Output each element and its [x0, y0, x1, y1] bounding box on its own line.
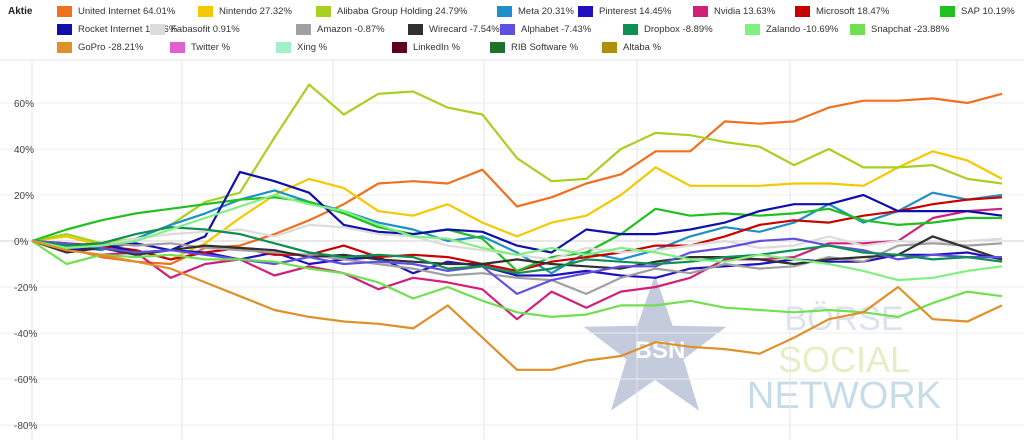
legend-label: Altaba %	[623, 41, 662, 53]
series-line-gopro[interactable]	[31, 239, 1003, 371]
series-lines	[31, 83, 1003, 371]
legend-label: Dropbox -8.89%	[644, 23, 713, 35]
legend-swatch	[276, 41, 291, 53]
legend-label: Nintendo 27.32%	[219, 5, 292, 17]
legend-item-rocket-internet[interactable]: Rocket Internet 10.56%	[57, 22, 177, 36]
watermark-badge: BSN	[635, 337, 686, 364]
legend-item-united-internet[interactable]: United Internet 64.01%	[57, 4, 175, 18]
legend-swatch	[296, 23, 311, 35]
y-tick-label: -40%	[14, 329, 37, 340]
legend-swatch	[850, 23, 865, 35]
legend-item-nintendo[interactable]: Nintendo 27.32%	[198, 4, 292, 18]
legend-label: Nvidia 13.63%	[714, 5, 776, 17]
legend-swatch	[150, 23, 165, 35]
legend-swatch	[578, 5, 593, 17]
legend-item-microsoft[interactable]: Microsoft 18.47%	[795, 4, 889, 18]
chart-legend: Aktie United Internet 64.01% Nintendo 27.…	[0, 0, 1024, 60]
legend-swatch	[170, 41, 185, 53]
legend-label: Wirecard -7.54%	[429, 23, 500, 35]
legend-item-gopro[interactable]: GoPro -28.21%	[57, 40, 143, 54]
legend-swatch	[602, 41, 617, 53]
legend-item-altaba[interactable]: Altaba %	[602, 40, 661, 54]
legend-label: LinkedIn %	[413, 41, 461, 53]
y-axis: 60% 40% 20% 0% -20% -40% -60% -80%	[14, 99, 37, 432]
y-tick-label: 40%	[14, 145, 34, 156]
legend-swatch	[490, 41, 505, 53]
legend-label: SAP 10.19%	[961, 5, 1015, 17]
legend-label: Pinterest 14.45%	[599, 5, 672, 17]
series-line-alibaba-group-holding[interactable]	[31, 83, 1003, 245]
legend-item-zalando[interactable]: Zalando -10.69%	[745, 22, 838, 36]
legend-item-fabasofit[interactable]: Fabasofit 0.91%	[150, 22, 240, 36]
series-line-united-internet[interactable]	[31, 92, 1003, 266]
series-line-wirecard[interactable]	[31, 235, 1003, 270]
legend-item-twitter[interactable]: Twitter %	[170, 40, 230, 54]
legend-label: Alibaba Group Holding 24.79%	[337, 5, 468, 17]
legend-item-xing[interactable]: Xing %	[276, 40, 327, 54]
legend-swatch	[316, 5, 331, 17]
legend-swatch	[745, 23, 760, 35]
legend-swatch	[940, 5, 955, 17]
series-line-rocket-internet[interactable]	[31, 170, 1003, 254]
legend-label: RIB Software %	[511, 41, 579, 53]
legend-item-linkedin[interactable]: LinkedIn %	[392, 40, 460, 54]
legend-label: Zalando -10.69%	[766, 23, 839, 35]
legend-label: Fabasofit 0.91%	[171, 23, 240, 35]
series-line-meta[interactable]	[31, 189, 1003, 275]
legend-label: United Internet 64.01%	[78, 5, 176, 17]
legend-item-alibaba-group-holding[interactable]: Alibaba Group Holding 24.79%	[316, 4, 467, 18]
legend-label: Rocket Internet 10.56%	[78, 23, 178, 35]
series-line-nvidia[interactable]	[31, 207, 1003, 321]
legend-label: Microsoft 18.47%	[816, 5, 890, 17]
y-tick-label: 20%	[14, 191, 34, 202]
legend-swatch	[693, 5, 708, 17]
legend-item-pinterest[interactable]: Pinterest 14.45%	[578, 4, 671, 18]
legend-item-amazon[interactable]: Amazon -0.87%	[296, 22, 385, 36]
legend-label: Twitter %	[191, 41, 231, 53]
legend-item-dropbox[interactable]: Dropbox -8.89%	[623, 22, 713, 36]
legend-label: Alphabet -7.43%	[521, 23, 592, 35]
watermark-text-3: NETWORK	[747, 375, 941, 417]
legend-item-rib-software[interactable]: RIB Software %	[490, 40, 578, 54]
legend-swatch	[57, 23, 72, 35]
legend-label: Xing %	[297, 41, 328, 53]
legend-item-meta[interactable]: Meta 20.31%	[497, 4, 574, 18]
legend-swatch	[408, 23, 423, 35]
y-tick-label: -80%	[14, 421, 37, 432]
legend-item-wirecard[interactable]: Wirecard -7.54%	[408, 22, 500, 36]
series-line-zalando[interactable]	[31, 193, 1003, 282]
y-tick-label: -60%	[14, 375, 37, 386]
legend-swatch	[392, 41, 407, 53]
legend-title: Aktie	[8, 6, 33, 17]
legend-label: Amazon -0.87%	[317, 23, 385, 35]
legend-swatch	[198, 5, 213, 17]
legend-label: GoPro -28.21%	[78, 41, 144, 53]
y-tick-label: 60%	[14, 99, 34, 110]
series-line-nintendo[interactable]	[31, 150, 1003, 261]
legend-swatch	[57, 5, 72, 17]
series-line-dropbox[interactable]	[31, 226, 1003, 275]
watermark-text-2: SOCIAL	[778, 339, 910, 380]
legend-swatch	[497, 5, 512, 17]
legend-swatch	[57, 41, 72, 53]
legend-item-snapchat[interactable]: Snapchat -23.88%	[850, 22, 949, 36]
legend-label: Meta 20.31%	[518, 5, 574, 17]
legend-label: Snapchat -23.88%	[871, 23, 950, 35]
legend-swatch	[500, 23, 515, 35]
legend-item-alphabet[interactable]: Alphabet -7.43%	[500, 22, 591, 36]
legend-item-nvidia[interactable]: Nvidia 13.63%	[693, 4, 775, 18]
legend-item-sap[interactable]: SAP 10.19%	[940, 4, 1015, 18]
series-line-pinterest[interactable]	[31, 239, 1003, 279]
y-tick-label: -20%	[14, 283, 37, 294]
series-line-sap[interactable]	[31, 196, 1002, 272]
legend-swatch	[623, 23, 638, 35]
y-tick-label: 0%	[14, 237, 29, 248]
series-line-snapchat[interactable]	[31, 240, 1003, 318]
legend-swatch	[795, 5, 810, 17]
